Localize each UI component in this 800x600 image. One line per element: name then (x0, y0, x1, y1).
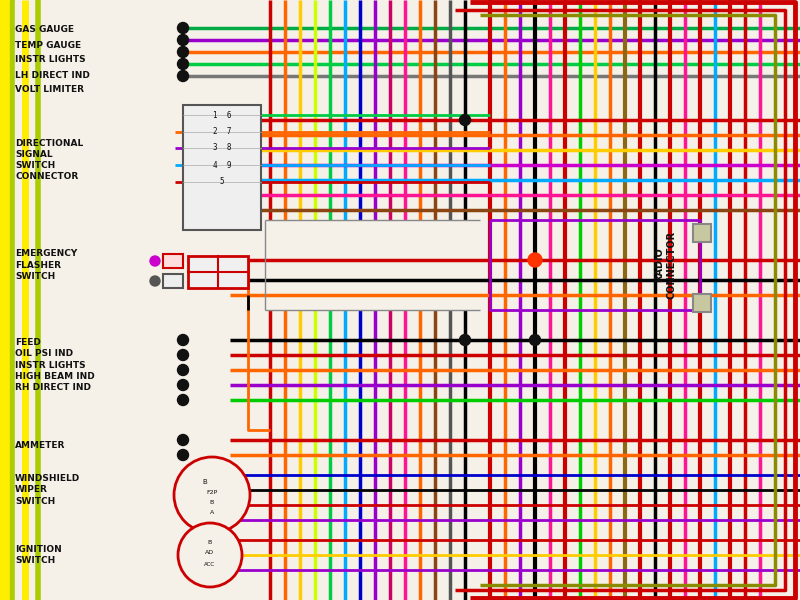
Bar (163, 274, 183, 288)
Text: AD: AD (206, 551, 214, 556)
Text: B: B (210, 499, 214, 505)
Circle shape (178, 34, 189, 46)
Bar (693, 294, 711, 312)
Text: IGNITION
SWITCH: IGNITION SWITCH (15, 545, 62, 565)
Text: B: B (202, 479, 207, 485)
FancyBboxPatch shape (188, 256, 248, 288)
Circle shape (150, 256, 160, 266)
Text: 3  8: 3 8 (213, 143, 231, 152)
Text: 5: 5 (220, 178, 224, 187)
Circle shape (178, 46, 189, 58)
Text: AMMETER: AMMETER (15, 440, 66, 449)
Circle shape (178, 395, 189, 406)
Circle shape (178, 364, 189, 376)
Text: EMERGENCY
FLASHER
SWITCH: EMERGENCY FLASHER SWITCH (15, 250, 78, 281)
Bar (15, 0, 173, 600)
Circle shape (178, 449, 189, 461)
Text: LH DIRECT IND: LH DIRECT IND (15, 70, 90, 79)
Circle shape (528, 253, 542, 267)
Circle shape (178, 434, 189, 445)
Circle shape (174, 457, 250, 533)
Bar (10, 0, 17, 600)
Circle shape (459, 335, 470, 346)
Text: 2  7: 2 7 (213, 127, 231, 136)
Bar (0, 0, 10, 600)
Circle shape (178, 22, 189, 34)
Circle shape (178, 58, 189, 70)
Circle shape (178, 379, 189, 391)
Circle shape (530, 335, 541, 346)
Text: 1  6: 1 6 (213, 110, 231, 119)
Circle shape (178, 70, 189, 82)
Text: FEED
OIL PSI IND
INSTR LIGHTS
HIGH BEAM IND
RH DIRECT IND: FEED OIL PSI IND INSTR LIGHTS HIGH BEAM … (15, 338, 94, 392)
Text: VOLT LIMITER: VOLT LIMITER (15, 85, 84, 94)
Text: RADIO
CONNECTOR: RADIO CONNECTOR (654, 231, 676, 299)
FancyBboxPatch shape (183, 105, 261, 230)
Text: 4  9: 4 9 (213, 160, 231, 169)
Text: INSTR LIGHTS: INSTR LIGHTS (15, 55, 86, 64)
Text: TEMP GAUGE: TEMP GAUGE (15, 40, 81, 49)
Text: ACC: ACC (205, 562, 215, 566)
Text: GAS GAUGE: GAS GAUGE (15, 25, 74, 34)
Text: A: A (210, 509, 214, 514)
Circle shape (178, 523, 242, 587)
Text: DIRECTIONAL
SIGNAL
SWITCH
CONNECTOR: DIRECTIONAL SIGNAL SWITCH CONNECTOR (15, 139, 83, 181)
Circle shape (150, 276, 160, 286)
Circle shape (459, 115, 470, 125)
Text: WINDSHIELD
WIPER
SWITCH: WINDSHIELD WIPER SWITCH (15, 475, 80, 506)
Text: F2P: F2P (206, 490, 218, 494)
Circle shape (178, 335, 189, 346)
Bar (693, 224, 711, 242)
Bar (163, 254, 183, 268)
Text: B: B (208, 539, 212, 545)
Circle shape (178, 349, 189, 361)
